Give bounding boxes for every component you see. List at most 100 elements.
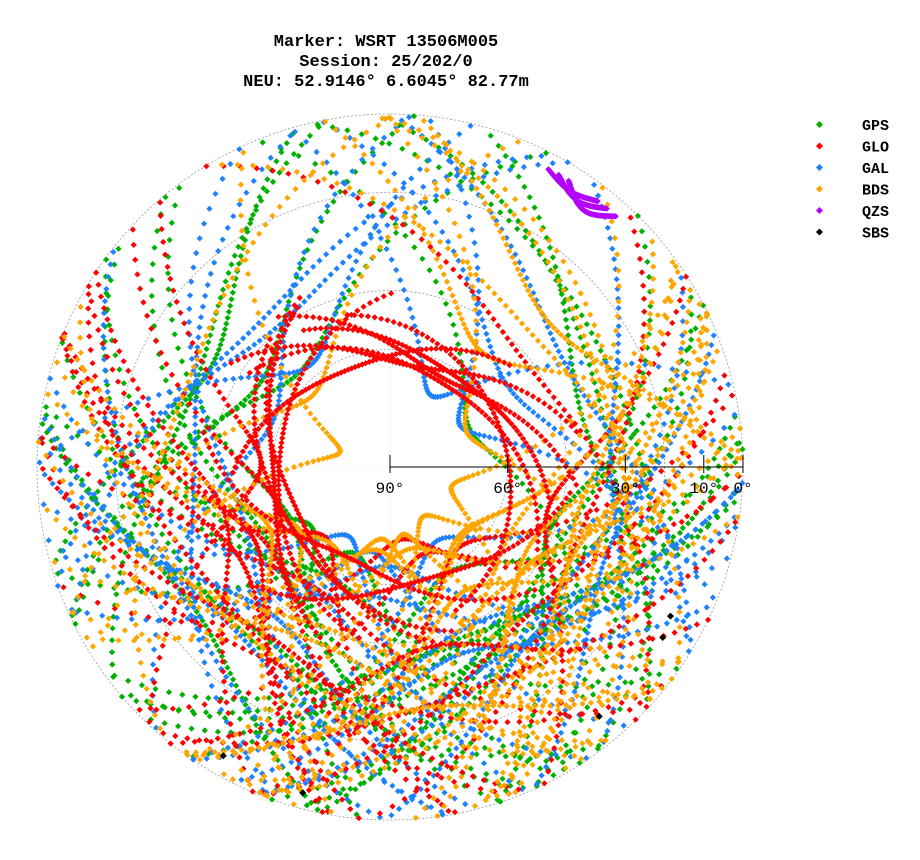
track-point-glo (645, 370, 652, 377)
track-point-gal (466, 213, 473, 220)
track-point-gps (339, 673, 346, 680)
track-point-gal (103, 285, 110, 293)
track-point-gps (219, 286, 227, 293)
track-point-gps (330, 198, 337, 205)
track-point-glo (531, 370, 538, 377)
track-point-gal (228, 681, 235, 688)
track-point-glo (181, 320, 188, 327)
track-point-gal (215, 450, 222, 457)
track-point-glo (267, 721, 274, 729)
track-point-glo (196, 470, 203, 477)
track-point-gps (539, 571, 546, 579)
track-point-gps (224, 314, 231, 322)
track-point-gal (200, 220, 208, 227)
track-point-gal (384, 627, 391, 634)
track-point-gps (378, 139, 386, 147)
track-point-gps (258, 378, 265, 385)
track-point-gps (162, 194, 169, 201)
track-point-gal (732, 524, 739, 531)
track-point-gps (639, 579, 646, 586)
track-point-glo (177, 309, 184, 316)
track-point-gal (241, 637, 249, 644)
track-point-gps (392, 229, 400, 236)
track-point-gal (655, 363, 662, 370)
track-point-glo (60, 584, 67, 591)
track-point-gps (109, 625, 116, 632)
track-point-gal (258, 166, 266, 173)
track-point-gps (446, 311, 454, 318)
track-point-gal (149, 416, 157, 424)
track-point-gps (577, 716, 585, 724)
track-point-gps (726, 424, 734, 431)
track-point-gps (589, 488, 596, 496)
track-point-bds (132, 621, 139, 628)
track-point-gal (204, 281, 211, 289)
track-point-gps (108, 637, 116, 644)
track-point-gal (358, 143, 366, 150)
track-point-glo (134, 385, 142, 393)
track-point-glo (91, 373, 99, 380)
track-point-gal (481, 432, 488, 440)
track-point-gal (313, 148, 320, 156)
track-point-gal (276, 392, 283, 399)
track-point-glo (477, 785, 484, 792)
track-point-gps (502, 753, 509, 760)
track-point-gal (393, 598, 401, 605)
track-point-gal (195, 533, 202, 541)
track-point-gps (622, 679, 629, 686)
track-point-glo (413, 765, 421, 772)
track-point-gal (683, 632, 690, 640)
track-point-glo (89, 360, 96, 367)
track-point-gal (538, 152, 545, 160)
track-point-glo (134, 271, 141, 278)
track-point-gps (684, 520, 692, 527)
track-point-bds (133, 562, 140, 570)
track-point-glo (223, 569, 231, 577)
track-point-gal (36, 459, 43, 466)
track-point-gps (319, 708, 326, 715)
track-point-gps (688, 336, 695, 343)
track-point-gps (217, 517, 224, 524)
track-point-glo (129, 226, 137, 233)
track-point-gps (609, 589, 616, 596)
track-point-gps (328, 636, 335, 643)
track-point-gps (328, 760, 336, 768)
track-point-gps (521, 183, 528, 191)
track-point-glo (136, 285, 144, 292)
track-point-gps (546, 244, 554, 251)
track-point-gal (276, 298, 283, 305)
track-point-glo (660, 341, 667, 348)
track-point-gal (564, 159, 571, 166)
track-point-glo (495, 322, 502, 329)
track-point-gal (710, 332, 717, 339)
track-point-gal (615, 632, 623, 639)
track-point-gal (67, 516, 75, 523)
track-point-gps (633, 581, 641, 588)
track-point-gal (583, 470, 590, 477)
track-point-gps (487, 624, 495, 631)
track-point-bds (276, 203, 283, 210)
track-point-glo (341, 188, 349, 196)
track-point-gal (416, 166, 424, 173)
track-point-gal (345, 274, 352, 282)
track-point-gal (417, 799, 425, 806)
track-point-bds (629, 654, 636, 661)
track-point-glo (389, 803, 396, 810)
track-point-glo (559, 657, 566, 665)
track-point-gal (392, 194, 399, 201)
track-point-gps (133, 697, 140, 705)
track-point-gps (535, 214, 543, 221)
track-point-gal (83, 552, 90, 560)
track-point-gal (350, 191, 357, 198)
track-point-glo (184, 735, 191, 742)
track-point-gps (435, 164, 443, 171)
track-point-gps (202, 622, 209, 629)
track-point-glo (224, 563, 231, 570)
track-point-gps (697, 527, 704, 534)
track-point-gps (613, 592, 620, 599)
track-point-gal (62, 554, 69, 561)
track-point-gal (650, 580, 657, 587)
track-point-gal (360, 750, 367, 758)
track-point-gal (590, 458, 597, 465)
track-point-gal (246, 541, 253, 549)
